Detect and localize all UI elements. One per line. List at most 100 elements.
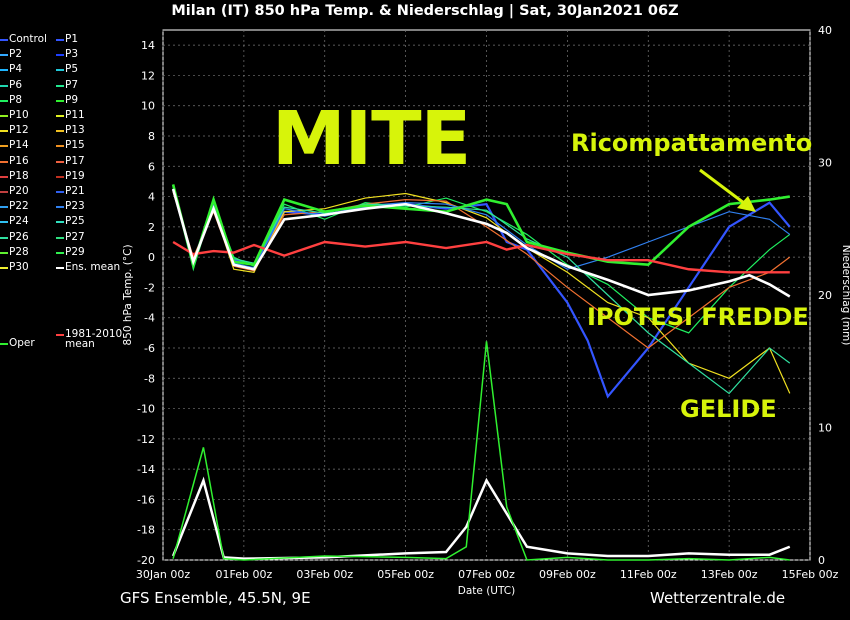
legend-item: P10: [0, 110, 29, 123]
x-tick-label: 30Jan 00z: [136, 568, 190, 581]
legend-item: Oper: [0, 338, 35, 351]
legend-swatch: [0, 130, 8, 133]
legend-item: P26: [0, 231, 29, 245]
legend-label: P3: [65, 48, 79, 61]
legend-swatch: [56, 267, 64, 269]
legend-item: P11: [56, 110, 85, 123]
legend-item: P20: [0, 186, 29, 199]
legend-label: Ens. mean: [65, 261, 121, 273]
y-tick-label: 6: [148, 160, 155, 173]
temp-line: [171, 184, 790, 270]
precip-line: [172, 341, 790, 561]
annotation-mite: MITE: [272, 96, 471, 182]
legend-swatch: [56, 333, 64, 336]
y-tick-label: -10: [137, 403, 155, 416]
x-tick-label: 11Feb 00z: [620, 568, 677, 581]
x-tick-label: 05Feb 00z: [377, 568, 434, 581]
temp-line: [172, 240, 790, 274]
legend-label: P5: [65, 63, 79, 76]
legend-swatch: [0, 191, 8, 193]
y2-tick-label: 40: [818, 24, 832, 37]
legend-swatch: [56, 206, 64, 209]
legend-item: Ens. mean: [56, 262, 120, 275]
legend-item: P16: [0, 155, 29, 169]
legend-label: P28: [9, 245, 29, 258]
legend-item: P27: [56, 230, 85, 245]
footer-source: Wetterzentrale.de: [650, 589, 786, 607]
y-tick-label: -16: [137, 493, 155, 506]
annotation-arrowhead: [737, 196, 756, 212]
legend-item: P13: [56, 125, 85, 138]
legend-label: Oper: [9, 337, 35, 349]
y2-axis-label: Niederschlag (mm): [840, 245, 850, 346]
legend-swatch: [56, 175, 64, 178]
legend-swatch: [0, 251, 8, 254]
chart-title: Milan (IT) 850 hPa Temp. & Niederschlag …: [171, 3, 679, 19]
legend-swatch: [0, 267, 8, 269]
legend-label: P12: [9, 124, 29, 137]
y-tick-label: -6: [144, 342, 155, 355]
y-axis-label: 850 hPa Temp. (°C): [122, 244, 134, 345]
legend-swatch: [56, 236, 64, 239]
legend-swatch: [0, 115, 8, 117]
legend-item: P2: [0, 49, 22, 62]
legend-label: P29: [65, 245, 85, 258]
legend-item: P8: [0, 95, 22, 108]
y-tick-label: -14: [137, 463, 155, 476]
legend-swatch: [0, 221, 8, 224]
legend-item: P14: [0, 140, 29, 153]
x-tick-label: 15Feb 00z: [782, 568, 839, 581]
legend-swatch: [56, 160, 64, 163]
legend-label: P13: [65, 124, 85, 137]
legend-label: P14: [9, 139, 29, 152]
legend-label: P4: [9, 63, 23, 76]
legend-item: 1981-2010 mean: [56, 329, 122, 349]
legend-swatch: [56, 99, 64, 102]
legend-swatch: [56, 251, 64, 254]
legend-swatch: [0, 206, 8, 209]
legend-item: P4: [0, 64, 22, 77]
legend-item: P21: [56, 186, 85, 199]
legend-label: P22: [9, 200, 29, 213]
legend-item: P3: [56, 49, 78, 62]
x-tick-label: 01Feb 00z: [216, 568, 273, 581]
x-tick-label: 09Feb 00z: [539, 568, 596, 581]
annotation-ipotesi-fredde: IPOTESI FREDDE: [587, 303, 809, 331]
legend-item: P19: [56, 171, 85, 184]
legend-swatch: [56, 191, 64, 193]
legend-item: P17: [56, 155, 85, 169]
legend-item: P5: [56, 64, 78, 77]
legend-label: P20: [9, 185, 29, 197]
legend-label: 1981-2010 mean: [65, 327, 123, 350]
legend-label: P9: [65, 93, 79, 106]
legend-item: P15: [56, 140, 85, 153]
legend-swatch: [56, 69, 64, 72]
y-tick-label: 14: [141, 39, 155, 52]
legend-swatch: [0, 175, 8, 178]
legend-item: P25: [56, 216, 85, 229]
precip-line: [171, 476, 791, 560]
legend-label: P23: [65, 200, 85, 213]
legend-swatch: [56, 115, 64, 117]
legend-item: P6: [0, 78, 23, 93]
legend-label: Control: [9, 33, 47, 45]
legend-item: P18: [0, 171, 29, 184]
legend-label: P7: [65, 78, 79, 91]
legend-label: P6: [9, 78, 23, 91]
legend-label: P15: [65, 139, 85, 152]
legend-swatch: [0, 69, 8, 72]
legend-label: P27: [65, 230, 85, 243]
temp-line: [172, 191, 791, 349]
legend-swatch: [0, 99, 8, 102]
y2-tick-label: 30: [818, 157, 832, 170]
legend-label: P24: [9, 215, 29, 228]
y-tick-label: 10: [141, 100, 155, 113]
y-tick-label: 0: [148, 251, 155, 264]
legend-swatch: [56, 54, 64, 57]
legend-swatch: [0, 54, 8, 57]
x-tick-label: 03Feb 00z: [296, 568, 353, 581]
legend-label: P8: [9, 93, 23, 106]
y-tick-label: 2: [148, 221, 155, 234]
legend-swatch: [56, 39, 64, 41]
